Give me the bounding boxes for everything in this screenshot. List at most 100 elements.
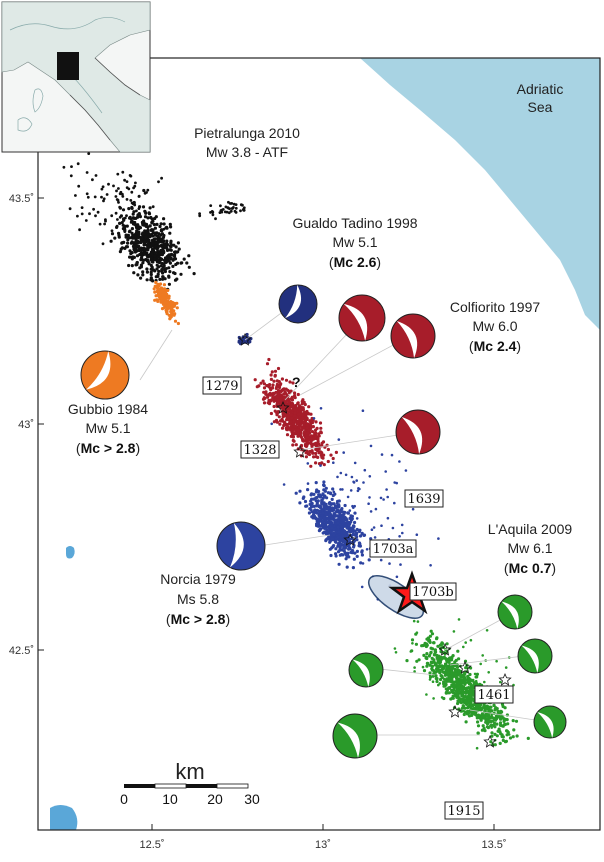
quake-dot xyxy=(338,539,342,544)
quake-dot xyxy=(504,666,508,669)
quake-dot xyxy=(347,547,351,551)
quake-dot xyxy=(472,694,475,697)
quake-dot xyxy=(172,301,177,305)
quake-dot xyxy=(431,680,435,683)
quake-dot xyxy=(416,620,420,623)
quake-dot xyxy=(357,543,361,548)
lat-tick-43: 43˚ xyxy=(18,419,34,431)
quake-dot xyxy=(351,566,355,570)
quake-dot xyxy=(433,663,437,667)
quake-dot xyxy=(275,420,279,424)
quake-dot xyxy=(138,226,142,230)
quake-dot xyxy=(118,205,122,209)
quake-dot xyxy=(451,674,455,679)
quake-dot xyxy=(326,491,330,495)
quake-dot xyxy=(425,643,429,647)
quake-dot xyxy=(304,444,308,448)
label-pietralunga: Pietralunga 2010 Mw 3.8 - ATF xyxy=(194,125,300,160)
quake-dot xyxy=(115,224,119,228)
quake-dot xyxy=(352,532,356,537)
quake-dot xyxy=(425,661,429,666)
historic-quake-1461: 1461 xyxy=(474,685,514,704)
quake-dot xyxy=(440,664,444,668)
quake-dot xyxy=(283,391,287,395)
quake-dot xyxy=(110,214,114,218)
quake-dot xyxy=(357,529,361,534)
quake-dot xyxy=(118,250,122,254)
quake-dot xyxy=(479,718,483,722)
inset-relief xyxy=(9,17,126,132)
quake-dot xyxy=(130,227,134,231)
quake-dot xyxy=(338,513,342,517)
quake-dot xyxy=(506,722,510,726)
quake-dot xyxy=(471,684,475,688)
quake-dot xyxy=(439,657,443,661)
quake-dot xyxy=(464,720,468,724)
quake-dot xyxy=(413,666,416,669)
quake-dot xyxy=(448,677,452,681)
quake-dot xyxy=(495,734,499,738)
quake-dot xyxy=(480,728,484,732)
quake-dot xyxy=(135,229,139,233)
quake-dot xyxy=(141,232,145,236)
quake-dot xyxy=(355,535,359,539)
quake-dot xyxy=(498,723,503,727)
quake-dot xyxy=(466,701,470,705)
quake-dot xyxy=(269,377,273,381)
quake-dot xyxy=(310,504,314,508)
quake-dot xyxy=(317,434,321,438)
quake-dot xyxy=(320,502,324,506)
label-laquila: L'Aquila 2009 Mw 6.1 (Mc 0.7) xyxy=(488,521,573,576)
quake-dot xyxy=(490,726,494,729)
quake-dot xyxy=(85,171,89,174)
quake-dot xyxy=(462,686,466,690)
quake-dot xyxy=(352,480,355,484)
quake-dot xyxy=(306,462,310,465)
quake-dot xyxy=(337,530,341,534)
quake-dot xyxy=(499,709,503,713)
quake-dot xyxy=(125,180,129,184)
quake-dot xyxy=(172,271,176,275)
quake-dot xyxy=(415,533,419,536)
svg-text:0: 0 xyxy=(120,791,128,807)
quake-dot xyxy=(448,664,452,668)
quake-dot xyxy=(442,677,446,681)
svg-text:30: 30 xyxy=(244,791,260,807)
quake-dot xyxy=(110,232,115,236)
quake-dot xyxy=(154,280,158,285)
quake-dot xyxy=(128,255,132,259)
quake-dot xyxy=(270,370,274,374)
quake-dot xyxy=(164,267,168,271)
quake-dot xyxy=(314,496,318,500)
quake-dot xyxy=(163,301,167,305)
quake-dot xyxy=(462,645,465,649)
quake-dot xyxy=(493,743,497,747)
quake-dot xyxy=(316,439,320,443)
quake-dot xyxy=(434,670,438,674)
quake-dot xyxy=(262,390,266,394)
lake-west xyxy=(66,546,75,559)
quake-dot xyxy=(172,257,176,261)
quake-dot xyxy=(353,504,357,508)
quake-dot xyxy=(137,232,141,236)
quake-dot xyxy=(322,453,326,457)
beachball-colfiorito-2 xyxy=(390,313,436,359)
quake-dot xyxy=(440,641,444,645)
quake-dot xyxy=(336,542,340,546)
quake-dot xyxy=(464,641,468,644)
quake-dot xyxy=(454,689,458,693)
quake-dot xyxy=(498,741,502,746)
quake-dot xyxy=(110,229,114,233)
quake-dot xyxy=(467,689,471,693)
label-gualdo-tadino: Gualdo Tadino 1998 Mw 5.1 (Mc 2.6) xyxy=(292,215,417,270)
quake-dot xyxy=(449,658,454,662)
quake-dot xyxy=(162,262,166,266)
quake-dot xyxy=(319,516,323,520)
quake-dot xyxy=(526,736,530,741)
quake-dot xyxy=(317,513,321,518)
quake-dot xyxy=(116,172,120,176)
quake-dot xyxy=(430,632,435,636)
quake-dot xyxy=(132,210,136,214)
quake-dot xyxy=(291,381,295,385)
